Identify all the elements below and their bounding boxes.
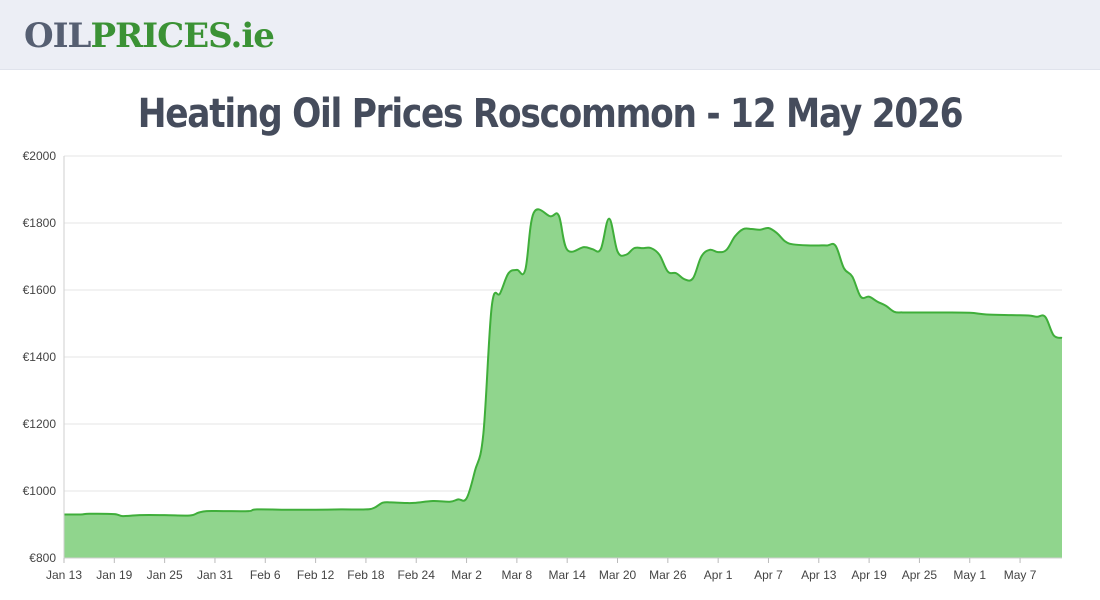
x-tick-label: Feb 6 — [250, 568, 281, 582]
logo-text-prices: PRICES — [90, 16, 231, 56]
y-axis-ticks: €800 €1000 €1200 €1400 €1600 €1800 €2000 — [23, 149, 57, 565]
price-chart: €800 €1000 €1200 €1400 €1600 €1800 €2000 Jan 1… — [23, 149, 1063, 582]
x-tick-label: Apr 25 — [902, 568, 938, 582]
x-tick-label: Feb 24 — [398, 568, 436, 582]
x-tick-label: Feb 18 — [347, 568, 385, 582]
x-tick-label: Mar 8 — [502, 568, 533, 582]
x-tick-label: Jan 13 — [46, 568, 82, 582]
x-tick-label: Apr 1 — [704, 568, 733, 582]
x-tick-label: Feb 12 — [297, 568, 335, 582]
logo-text-oil: OIL — [24, 16, 91, 56]
price-line — [63, 208, 1063, 518]
y-tick-label: €800 — [29, 551, 56, 565]
y-tick-label: €1200 — [23, 417, 57, 431]
x-axis-ticks: Jan 13 Jan 19 Jan 25 Jan 31 Feb 6 Feb 12 Feb 1… — [46, 558, 1037, 582]
x-tick-label: Jan 31 — [197, 568, 233, 582]
x-tick-label: Mar 20 — [599, 568, 637, 582]
y-tick-label: €1800 — [23, 216, 57, 230]
x-tick-label: Jan 25 — [147, 568, 183, 582]
page-title: Heating Oil Prices Roscommon - 12 May 20… — [137, 91, 964, 137]
price-area — [64, 209, 1062, 558]
x-tick-label: Mar 2 — [451, 568, 482, 582]
x-tick-label: Mar 26 — [649, 568, 687, 582]
site-logo[interactable]: OILPRICES.ie — [24, 14, 275, 58]
site-header: OILPRICES.ie — [0, 0, 1100, 70]
x-tick-label: Apr 7 — [754, 568, 783, 582]
x-tick-label: Apr 13 — [801, 568, 837, 582]
y-tick-label: €1600 — [23, 283, 57, 297]
x-tick-label: May 1 — [953, 568, 986, 582]
logo-text-domain: .ie — [230, 16, 274, 56]
y-tick-label: €2000 — [23, 149, 57, 163]
x-tick-label: Apr 19 — [851, 568, 887, 582]
y-tick-label: €1400 — [23, 350, 57, 364]
x-tick-label: May 7 — [1004, 568, 1037, 582]
x-tick-label: Mar 14 — [549, 568, 587, 582]
y-tick-label: €1000 — [23, 484, 57, 498]
x-tick-label: Jan 19 — [96, 568, 132, 582]
